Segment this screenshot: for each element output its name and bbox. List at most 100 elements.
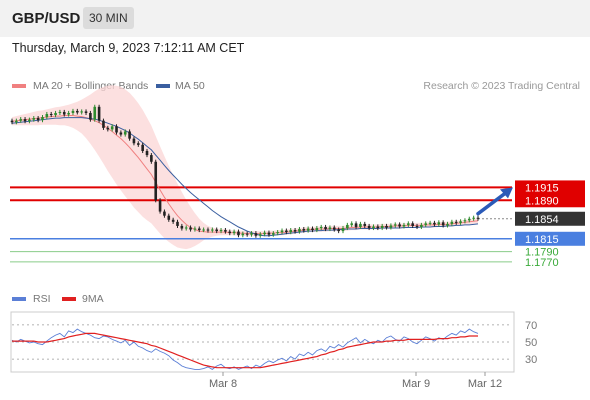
candle-body (93, 106, 97, 120)
candle-body (398, 224, 401, 227)
timestamp: Thursday, March 9, 2023 7:12:11 AM CET (12, 41, 245, 55)
rsi-tick-label: 30 (525, 354, 537, 366)
symbol-title: GBP/USD (12, 10, 81, 27)
candle-body (102, 120, 105, 128)
candle-body (258, 234, 262, 236)
candle-body (280, 230, 284, 233)
candle-body (293, 230, 297, 232)
level-label-resistance: 1.1915 (525, 182, 559, 194)
candle-body (433, 222, 436, 225)
candle-body (219, 230, 223, 232)
rsi-legend-label: RSI (33, 293, 51, 305)
candle-body (158, 200, 162, 212)
candle-body (41, 117, 44, 121)
candle-body (467, 218, 471, 221)
candle-body (437, 222, 441, 225)
level-label-bg (515, 193, 585, 208)
candle-body (71, 110, 75, 113)
candle-body (372, 226, 375, 228)
rsi-tick-label: 70 (525, 320, 537, 332)
candle-body (272, 233, 275, 235)
candle-body (180, 225, 184, 229)
candle-body (267, 232, 271, 235)
candle-body (354, 223, 358, 227)
candle-body (224, 230, 227, 232)
candle-body (350, 223, 354, 225)
candle-body (459, 221, 462, 223)
candle-body (171, 219, 175, 222)
candle-body (346, 224, 349, 228)
candle-body (376, 226, 380, 228)
candle-body (197, 228, 201, 231)
x-tick-label: Mar 12 (468, 378, 502, 390)
level-label-bg (515, 211, 585, 226)
ma9-legend-label: 9MA (82, 293, 104, 305)
candle-body (132, 138, 136, 144)
x-tick-label: Mar 8 (209, 378, 237, 390)
candle-body (10, 120, 14, 123)
candle-body (324, 226, 327, 230)
ma50-line (11, 117, 479, 237)
candle-body (311, 228, 314, 231)
candle-body (189, 227, 192, 230)
candle-body (245, 233, 249, 235)
bollinger-band (12, 85, 478, 250)
candle-body (289, 230, 293, 233)
candle-body (150, 155, 153, 162)
candle-body (276, 232, 279, 234)
candle-body (463, 220, 467, 222)
candle-body (119, 132, 123, 135)
candle-body (106, 127, 110, 130)
candle-body (211, 229, 214, 231)
candle-body (128, 131, 131, 139)
ma9-legend-swatch (62, 297, 76, 301)
candle-body (163, 211, 166, 216)
rsi-panel: 70 50 30 (10, 311, 537, 373)
ma50-legend-label: MA 50 (175, 80, 205, 92)
rsi-tick-label: 50 (525, 337, 537, 349)
candle-body (228, 231, 232, 234)
candle-body (411, 223, 414, 226)
candle-body (80, 111, 83, 113)
rsi-ma-line (12, 332, 478, 369)
candle-body (89, 112, 92, 120)
candle-body (363, 223, 367, 226)
candle-body (176, 221, 179, 226)
level-label-target: 1.1770 (525, 257, 559, 269)
candle-body (254, 233, 258, 236)
candle-body (263, 232, 266, 235)
candle-body (206, 229, 210, 231)
candle-body (58, 111, 62, 113)
candle-body (359, 223, 362, 227)
level-label-target: 1.1790 (525, 247, 559, 259)
header-bar: GBP/USD 30 MIN (0, 0, 590, 37)
candle-body (154, 161, 158, 201)
x-axis: Mar 8 Mar 9 Mar 12 (11, 371, 514, 390)
candle-body (428, 222, 432, 224)
candle-body (389, 225, 393, 228)
level-label-pivot: 1.1815 (525, 234, 559, 246)
candle-body (319, 226, 323, 228)
candle-body (472, 217, 475, 219)
candle-body (23, 119, 27, 122)
candle-body (202, 229, 205, 231)
ma50-legend-swatch (156, 84, 170, 88)
candle-body (306, 228, 310, 231)
timeframe-badge[interactable]: 30 MIN (83, 7, 134, 29)
candle-body (115, 126, 118, 133)
candle-body (97, 106, 101, 121)
candle-body (341, 228, 345, 232)
candle-body (123, 131, 127, 135)
candle-body (62, 111, 66, 115)
level-label-bg (515, 180, 585, 195)
bollinger-band-area (12, 85, 478, 250)
candle-body (19, 119, 23, 121)
rsi-legend-swatch (12, 297, 26, 301)
level-label-bg (515, 231, 585, 246)
candle-body (332, 227, 336, 230)
candle-body (450, 221, 454, 224)
candle-body (337, 229, 340, 232)
candle-body (136, 143, 140, 145)
